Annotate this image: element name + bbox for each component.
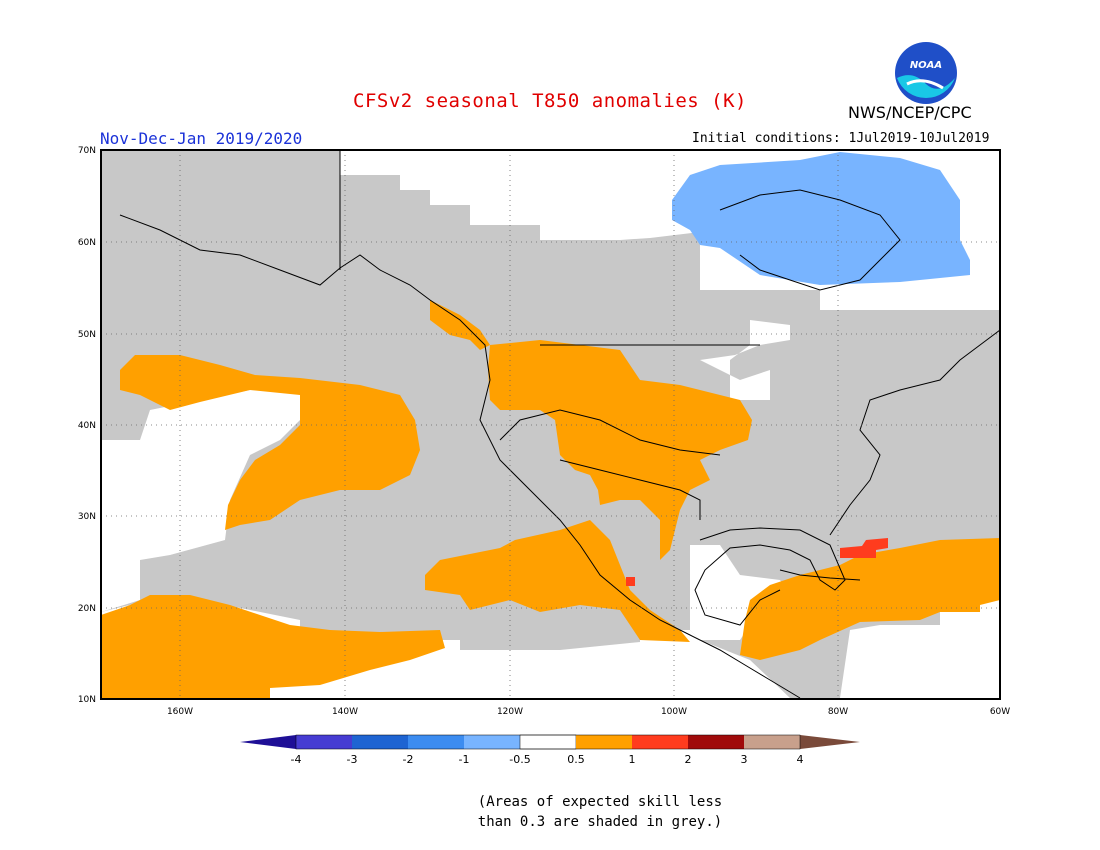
colorbar-swatch [632, 735, 688, 749]
colorbar-label: 0.5 [567, 753, 585, 766]
initial-conditions-label: Initial conditions: 1Jul2019-10Jul2019 [692, 131, 990, 146]
lat-label: 50N [78, 330, 96, 340]
coastlines [119, 150, 1000, 699]
low-skill-area [101, 150, 1000, 698]
no-signal-patch-atlantic [870, 612, 1000, 698]
no-signal-patch-great-lakes [700, 320, 790, 400]
map-frame [100, 149, 1001, 700]
colorbar-swatch [744, 735, 800, 749]
lat-label: 60N [78, 238, 96, 248]
warm-anomaly-west-us [488, 340, 752, 560]
lon-label: 60W [990, 707, 1010, 717]
colorbar-labels: -4 -3 -2 -1 -0.5 0.5 1 2 3 4 [291, 753, 804, 766]
lon-label: 140W [332, 707, 358, 717]
lat-label: 10N [78, 695, 96, 705]
colorbar-swatch [408, 735, 464, 749]
lon-label: 80W [828, 707, 848, 717]
warm-anomaly-caribbean-atlantic [740, 538, 1000, 660]
latitude-labels: 70N 60N 50N 40N 30N 20N 10N [78, 146, 96, 705]
footnote-line: (Areas of expected skill less [477, 794, 723, 810]
longitude-labels: 160W 140W 120W 100W 80W 60W [167, 707, 1010, 717]
logo-gull [906, 79, 944, 90]
lon-label: 160W [167, 707, 193, 717]
strong-anomaly-bahamas [840, 538, 888, 558]
warm-anomaly-northwest-coast [430, 300, 490, 350]
colorbar-label: -2 [403, 753, 414, 766]
strong-anomaly-mexico [626, 577, 635, 586]
colorbar: -4 -3 -2 -1 -0.5 0.5 1 2 3 4 [240, 734, 860, 766]
logo-text: NOAA [910, 60, 942, 71]
lon-label: 120W [497, 707, 523, 717]
noaa-logo: NOAA [895, 42, 957, 104]
colorbar-high-arrow [800, 735, 860, 749]
colorbar-label: -3 [347, 753, 358, 766]
lat-label: 40N [78, 421, 96, 431]
colorbar-swatch [576, 735, 632, 749]
anomaly-map: 70N 60N 50N 40N 30N 20N 10N 160W 140W 12… [78, 146, 1010, 766]
agency-label: NWS/NCEP/CPC [848, 103, 972, 122]
colorbar-swatch [688, 735, 744, 749]
lat-label: 20N [78, 604, 96, 614]
colorbar-label: 2 [685, 753, 692, 766]
colorbar-swatch [464, 735, 520, 749]
colorbar-label: 3 [741, 753, 748, 766]
map-title: CFSv2 seasonal T850 anomalies (K) [353, 90, 747, 112]
no-signal-patch-east-pacific [101, 390, 300, 612]
warm-anomaly-subtropical-pacific [101, 595, 445, 698]
warm-anomaly-north-pacific [120, 355, 420, 530]
colorbar-label: -4 [291, 753, 302, 766]
colorbar-label: 1 [629, 753, 636, 766]
cold-anomaly-canada [672, 152, 970, 285]
colorbar-swatch [519, 734, 577, 750]
no-signal-patch-gulf [690, 545, 790, 640]
season-label: Nov-Dec-Jan 2019/2020 [100, 129, 303, 148]
skill-footnote: (Areas of expected skill less than 0.3 a… [440, 792, 760, 832]
colorbar-label: -1 [459, 753, 470, 766]
warm-anomaly-mexico-pacific [425, 520, 690, 642]
colorbar-swatch [296, 735, 352, 749]
lat-label: 30N [78, 512, 96, 522]
map-body [101, 150, 1000, 699]
lat-label: 70N [78, 146, 96, 156]
lon-label: 100W [661, 707, 687, 717]
footnote-line: than 0.3 are shaded in grey.) [477, 814, 723, 830]
colorbar-label: -0.5 [509, 753, 530, 766]
colorbar-low-arrow [240, 735, 296, 749]
colorbar-label: 4 [797, 753, 804, 766]
colorbar-swatch [352, 735, 408, 749]
